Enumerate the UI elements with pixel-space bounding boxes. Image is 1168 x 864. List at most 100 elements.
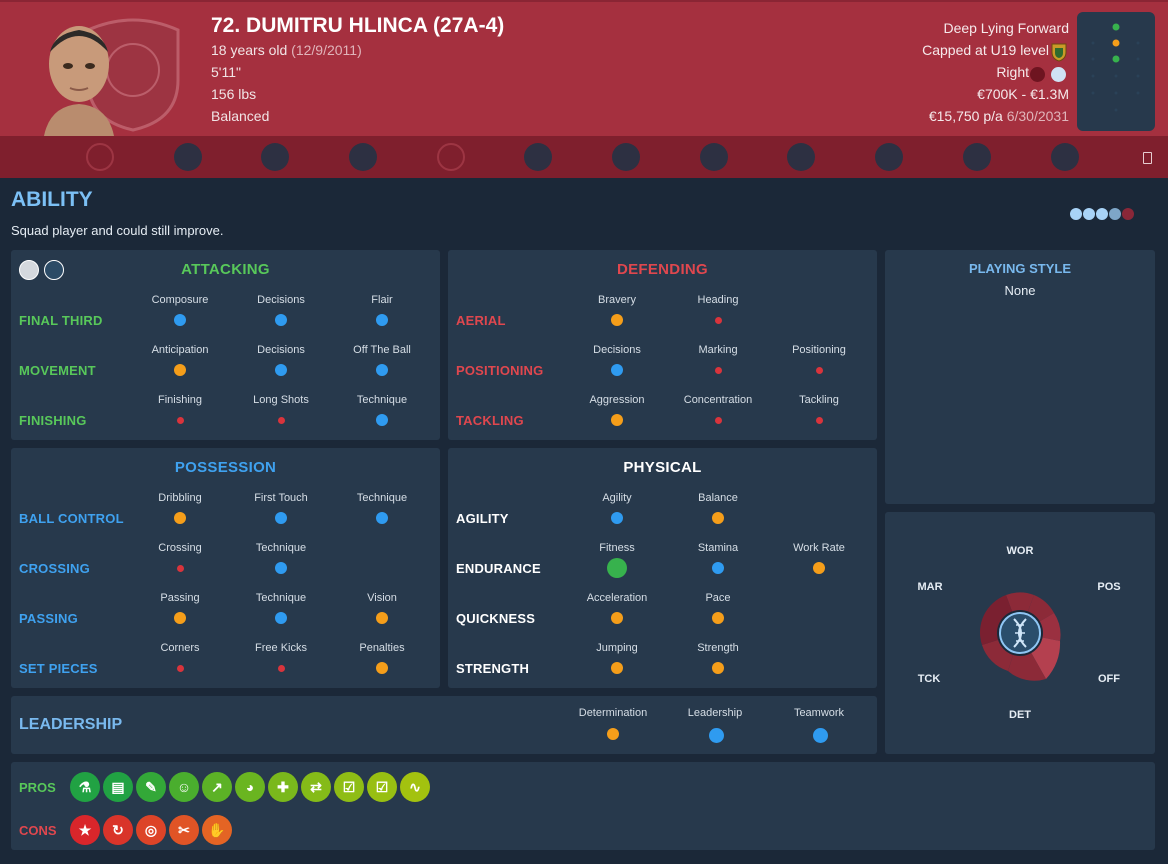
attribute-rating-dot[interactable] [712, 562, 724, 574]
hand-icon[interactable]: ✋ [202, 815, 232, 845]
attribute-rating-dot[interactable] [174, 512, 186, 524]
attribute-rating-dot[interactable] [174, 364, 186, 376]
star-icon[interactable]: ★ [70, 815, 100, 845]
attribute-name[interactable]: Bravery [598, 294, 636, 306]
coach-icon[interactable] [44, 260, 64, 280]
club-icon[interactable] [86, 143, 114, 171]
attribute-name[interactable]: Free Kicks [255, 642, 307, 654]
checklist-icon[interactable]: ☑ [367, 772, 397, 802]
attribute-name[interactable]: Determination [578, 707, 648, 719]
attribute-rating-dot[interactable] [376, 612, 388, 624]
contract-icon[interactable] [437, 143, 465, 171]
attribute-name[interactable]: Decisions [257, 294, 305, 306]
attribute-rating-dot[interactable] [275, 314, 287, 326]
smile-icon[interactable]: ☺ [169, 772, 199, 802]
bandage-icon[interactable]: ✚ [268, 772, 298, 802]
attribute-name[interactable]: Decisions [593, 344, 641, 356]
attribute-rating-dot[interactable] [714, 316, 722, 324]
attribute-rating-dot[interactable] [712, 612, 724, 624]
attribute-rating-dot[interactable] [611, 612, 623, 624]
wave-icon[interactable]: ∿ [400, 772, 430, 802]
attribute-rating-dot[interactable] [712, 662, 724, 674]
history-icon[interactable] [700, 143, 728, 171]
attribute-name[interactable]: Marking [698, 344, 738, 356]
attribute-rating-dot[interactable] [376, 512, 388, 524]
boot-icon[interactable] [787, 143, 815, 171]
attribute-rating-dot[interactable] [176, 564, 184, 572]
scouting-icon[interactable] [524, 143, 552, 171]
broken-icon[interactable]: ✂ [169, 815, 199, 845]
attribute-rating-dot[interactable] [376, 414, 388, 426]
attribute-name[interactable]: Heading [697, 294, 739, 306]
star-role-icon[interactable] [19, 260, 39, 280]
notes-icon[interactable] [1143, 152, 1152, 164]
attribute-rating-dot[interactable] [611, 414, 623, 426]
attribute-rating-dot[interactable] [376, 364, 388, 376]
handshake-icon[interactable]: ⇄ [301, 772, 331, 802]
attribute-name[interactable]: Concentration [683, 394, 753, 406]
attribute-name[interactable]: Anticipation [151, 344, 209, 356]
attribute-name[interactable]: Teamwork [793, 707, 845, 719]
clipboard-icon[interactable]: ▤ [103, 772, 133, 802]
attribute-name[interactable]: Balance [698, 492, 738, 504]
attribute-name[interactable]: Technique [255, 592, 307, 604]
attribute-name[interactable]: Flair [371, 294, 393, 306]
attribute-rating-dot[interactable] [709, 728, 724, 743]
attribute-rating-dot[interactable] [607, 728, 619, 740]
attribute-rating-dot[interactable] [611, 314, 623, 326]
attribute-name[interactable]: Fitness [599, 542, 635, 554]
medical-icon[interactable] [261, 143, 289, 171]
attribute-name[interactable]: Leadership [687, 707, 743, 719]
attribute-name[interactable]: Pace [705, 592, 731, 604]
attribute-name[interactable]: Crossing [158, 542, 202, 554]
attribute-rating-dot[interactable] [174, 612, 186, 624]
head-icon[interactable]: ◕ [235, 772, 265, 802]
attribute-name[interactable]: Passing [160, 592, 200, 604]
attribute-name[interactable]: Agility [602, 492, 632, 504]
attribute-rating-dot[interactable] [277, 664, 285, 672]
attribute-name[interactable]: Technique [255, 542, 307, 554]
attribute-rating-dot[interactable] [611, 512, 623, 524]
attribute-rating-dot[interactable] [712, 512, 724, 524]
attribute-rating-dot[interactable] [275, 512, 287, 524]
target-icon[interactable]: ◎ [136, 815, 166, 845]
flask-icon[interactable]: ⚗ [70, 772, 100, 802]
attribute-name[interactable]: Penalties [359, 642, 405, 654]
attribute-rating-dot[interactable] [815, 416, 823, 424]
attribute-name[interactable]: Work Rate [793, 542, 845, 554]
attribute-name[interactable]: Decisions [257, 344, 305, 356]
attribute-rating-dot[interactable] [714, 366, 722, 374]
attribute-rating-dot[interactable] [607, 558, 627, 578]
attribute-rating-dot[interactable] [275, 612, 287, 624]
attribute-name[interactable]: Aggression [589, 394, 645, 406]
attribute-rating-dot[interactable] [174, 314, 186, 326]
wave-icon[interactable] [875, 143, 903, 171]
attribute-name[interactable]: Jumping [596, 642, 638, 654]
attribute-rating-dot[interactable] [176, 416, 184, 424]
trend-up-icon[interactable]: ↗ [202, 772, 232, 802]
checklist-icon[interactable]: ☑ [334, 772, 364, 802]
attribute-rating-dot[interactable] [611, 662, 623, 674]
helmet-icon[interactable] [612, 143, 640, 171]
attribute-rating-dot[interactable] [714, 416, 722, 424]
attribute-name[interactable]: Tackling [799, 394, 839, 406]
pencil-icon[interactable]: ✎ [136, 772, 166, 802]
attribute-name[interactable]: Composure [151, 294, 209, 306]
attribute-name[interactable]: Off The Ball [353, 344, 411, 356]
attribute-rating-dot[interactable] [815, 366, 823, 374]
attribute-rating-dot[interactable] [813, 562, 825, 574]
attribute-rating-dot[interactable] [813, 728, 828, 743]
training-icon[interactable] [174, 143, 202, 171]
position-map[interactable] [1077, 12, 1155, 131]
tactics-icon[interactable] [349, 143, 377, 171]
attribute-rating-dot[interactable] [376, 662, 388, 674]
attribute-name[interactable]: Vision [367, 592, 397, 604]
attribute-rating-dot[interactable] [275, 364, 287, 376]
attribute-name[interactable]: Technique [356, 492, 408, 504]
attribute-rating-dot[interactable] [376, 314, 388, 326]
fox-icon[interactable] [1051, 143, 1079, 171]
attribute-name[interactable]: Stamina [697, 542, 739, 554]
attribute-name[interactable]: Long Shots [253, 394, 309, 406]
attribute-name[interactable]: Technique [356, 394, 408, 406]
attribute-name[interactable]: First Touch [254, 492, 308, 504]
